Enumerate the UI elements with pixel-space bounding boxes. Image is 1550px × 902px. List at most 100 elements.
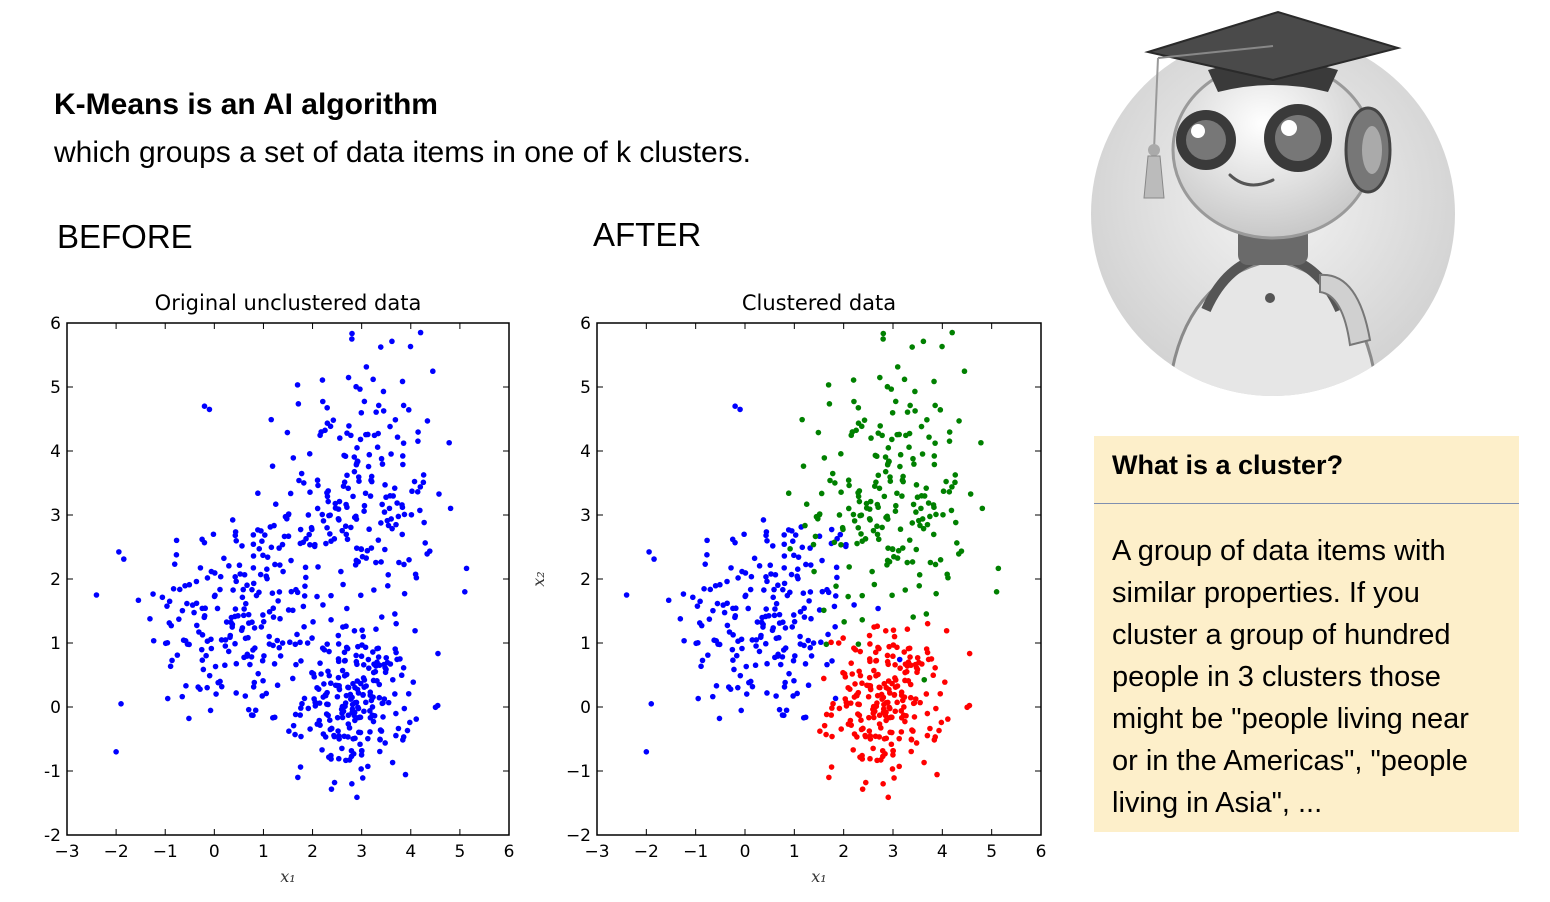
- data-point: [881, 493, 888, 500]
- data-point: [737, 672, 744, 679]
- data-point: [928, 656, 935, 662]
- data-point: [754, 619, 761, 625]
- data-point: [285, 607, 292, 613]
- data-point: [290, 722, 297, 729]
- data-point: [840, 526, 846, 533]
- data-point: [245, 634, 251, 641]
- data-point: [240, 586, 247, 593]
- data-point: [245, 706, 252, 713]
- data-point: [933, 511, 939, 518]
- data-point: [264, 566, 270, 572]
- data-point: [952, 479, 958, 486]
- data-point: [116, 549, 122, 555]
- data-point: [914, 654, 921, 661]
- data-point: [862, 536, 869, 542]
- data-point: [891, 553, 897, 560]
- data-point: [341, 649, 348, 656]
- data-point: [646, 549, 652, 555]
- data-point: [717, 581, 723, 588]
- data-point: [917, 522, 923, 529]
- data-point: [788, 571, 795, 578]
- data-point: [855, 641, 862, 647]
- data-point: [281, 533, 288, 540]
- data-point: [867, 686, 874, 693]
- data-point: [876, 712, 883, 719]
- data-point: [871, 714, 877, 721]
- page-subtitle: which groups a set of data items in one …: [54, 136, 752, 169]
- data-point: [871, 667, 877, 674]
- data-point: [118, 701, 124, 707]
- data-point: [732, 614, 738, 621]
- data-point: [871, 483, 878, 489]
- data-point: [288, 557, 294, 564]
- data-point: [862, 779, 869, 786]
- data-point: [875, 605, 881, 612]
- data-point: [447, 505, 454, 512]
- data-point: [894, 364, 901, 370]
- data-point: [360, 692, 366, 698]
- data-point: [435, 650, 441, 657]
- data-point: [270, 614, 277, 620]
- data-point: [344, 504, 350, 511]
- data-point: [305, 512, 312, 518]
- data-point: [887, 705, 893, 712]
- data-point: [379, 461, 386, 467]
- data-point: [867, 755, 873, 762]
- data-point: [266, 608, 273, 615]
- data-point: [916, 583, 923, 589]
- data-point: [842, 674, 849, 680]
- data-point: [366, 526, 372, 533]
- data-point: [314, 593, 320, 600]
- data-point: [380, 714, 386, 720]
- data-point: [836, 512, 843, 518]
- data-point: [371, 661, 377, 667]
- data-point: [764, 538, 770, 544]
- data-point: [407, 719, 413, 726]
- data-point: [270, 605, 277, 612]
- data-point: [393, 732, 399, 739]
- data-point: [648, 701, 655, 707]
- data-point: [885, 794, 892, 801]
- data-point: [859, 592, 866, 599]
- data-point: [343, 531, 350, 538]
- data-point: [889, 592, 895, 599]
- data-point: [314, 477, 321, 484]
- data-point: [852, 646, 859, 653]
- data-point: [832, 593, 839, 599]
- data-point: [389, 676, 396, 683]
- data-point: [304, 640, 311, 646]
- data-point: [995, 565, 1002, 572]
- data-point: [213, 691, 219, 697]
- x-tick-label: 6: [1036, 842, 1047, 862]
- data-point: [415, 438, 421, 444]
- data-point: [900, 473, 906, 480]
- data-point: [769, 543, 776, 549]
- data-point: [392, 691, 398, 697]
- data-point: [850, 747, 857, 753]
- data-point: [271, 661, 278, 667]
- data-point: [350, 493, 356, 500]
- data-point: [821, 607, 827, 614]
- data-point: [363, 364, 370, 370]
- data-point: [233, 690, 239, 696]
- data-point: [401, 511, 408, 518]
- data-point: [761, 587, 767, 593]
- data-point: [823, 641, 830, 648]
- data-point: [191, 609, 197, 616]
- data-point: [221, 555, 227, 562]
- data-point: [296, 477, 302, 484]
- data-point: [393, 521, 399, 528]
- data-point: [339, 527, 346, 534]
- data-point: [846, 482, 852, 489]
- data-point: [868, 435, 874, 441]
- data-point: [882, 468, 889, 475]
- data-point: [348, 524, 354, 531]
- data-point: [824, 661, 830, 668]
- data-point: [800, 463, 807, 469]
- data-point: [401, 590, 408, 597]
- data-point: [327, 680, 334, 687]
- data-point: [348, 747, 355, 754]
- data-point: [801, 605, 807, 612]
- data-point: [821, 455, 828, 461]
